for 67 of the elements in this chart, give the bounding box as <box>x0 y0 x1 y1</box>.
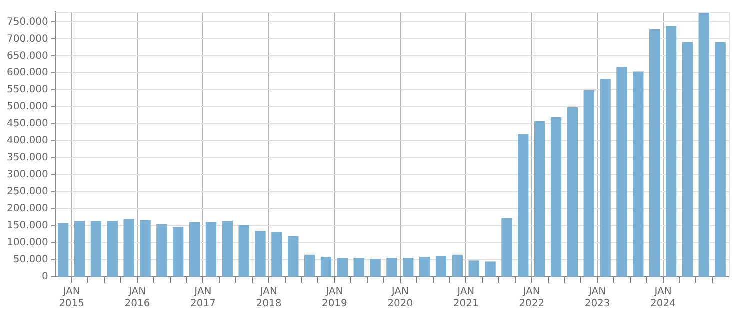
bar <box>90 221 102 277</box>
y-tick-label: 600.000 <box>6 68 48 79</box>
bar <box>419 256 430 277</box>
bar <box>58 223 69 277</box>
x-tick-label: JAN 2018 <box>256 286 282 310</box>
y-tick-label: 100.000 <box>6 238 48 249</box>
bar <box>288 236 299 277</box>
x-tick-label: JAN 2015 <box>59 286 85 310</box>
bar <box>320 256 332 277</box>
bar <box>206 222 217 277</box>
y-tick-label: 200.000 <box>6 204 48 215</box>
x-tick-label: JAN 2020 <box>388 286 414 310</box>
y-tick-label: 50.000 <box>13 254 48 266</box>
bar <box>403 258 414 277</box>
bar <box>370 259 381 277</box>
bar <box>550 117 562 277</box>
bar <box>650 29 660 277</box>
x-tick-label: JAN 2016 <box>124 286 150 310</box>
bar <box>698 12 710 277</box>
y-tick-label: 0 <box>42 272 48 283</box>
bar <box>255 231 266 277</box>
bar <box>715 42 726 277</box>
y-tick-label: 700.000 <box>6 34 48 45</box>
bar <box>74 221 86 277</box>
bar <box>173 227 184 277</box>
bar <box>682 42 694 277</box>
y-tick-label: 450.000 <box>6 118 48 130</box>
bar <box>600 78 611 277</box>
y-tick-label: 650.000 <box>6 50 48 62</box>
bar <box>633 72 644 277</box>
bar <box>222 221 233 277</box>
x-tick-label: JAN 2023 <box>584 286 610 310</box>
x-tick-label: JAN 2019 <box>322 286 348 310</box>
bar <box>436 256 447 277</box>
bar <box>337 258 348 277</box>
bar <box>518 134 529 277</box>
bar <box>304 254 316 277</box>
bar <box>354 258 364 277</box>
bar <box>666 26 677 277</box>
bar <box>124 219 134 277</box>
bar <box>468 260 480 277</box>
x-tick-label: JAN 2022 <box>519 286 545 310</box>
bar <box>485 262 496 277</box>
bar <box>502 218 512 277</box>
bar <box>107 221 118 277</box>
bar <box>272 232 282 277</box>
y-tick-label: 500.000 <box>6 102 48 113</box>
bar <box>140 220 151 277</box>
y-tick-label: 750.000 <box>6 16 48 28</box>
y-tick-label: 300.000 <box>6 170 48 181</box>
y-tick-label: 350.000 <box>6 152 48 164</box>
x-tick-label: JAN 2021 <box>453 286 479 310</box>
bar <box>156 224 168 277</box>
bar <box>386 258 398 277</box>
bar <box>584 90 594 277</box>
y-tick-label: 250.000 <box>6 186 48 198</box>
bar <box>534 121 546 277</box>
y-tick-label: 150.000 <box>6 220 48 232</box>
bar <box>452 254 464 277</box>
bar <box>238 225 250 277</box>
bar <box>616 67 628 277</box>
x-tick-label: JAN 2024 <box>650 286 676 310</box>
y-tick-label: 400.000 <box>6 136 48 147</box>
y-tick-label: 550.000 <box>6 84 48 96</box>
x-tick-label: JAN 2017 <box>190 286 216 310</box>
bar <box>189 222 200 277</box>
bar <box>567 107 578 277</box>
